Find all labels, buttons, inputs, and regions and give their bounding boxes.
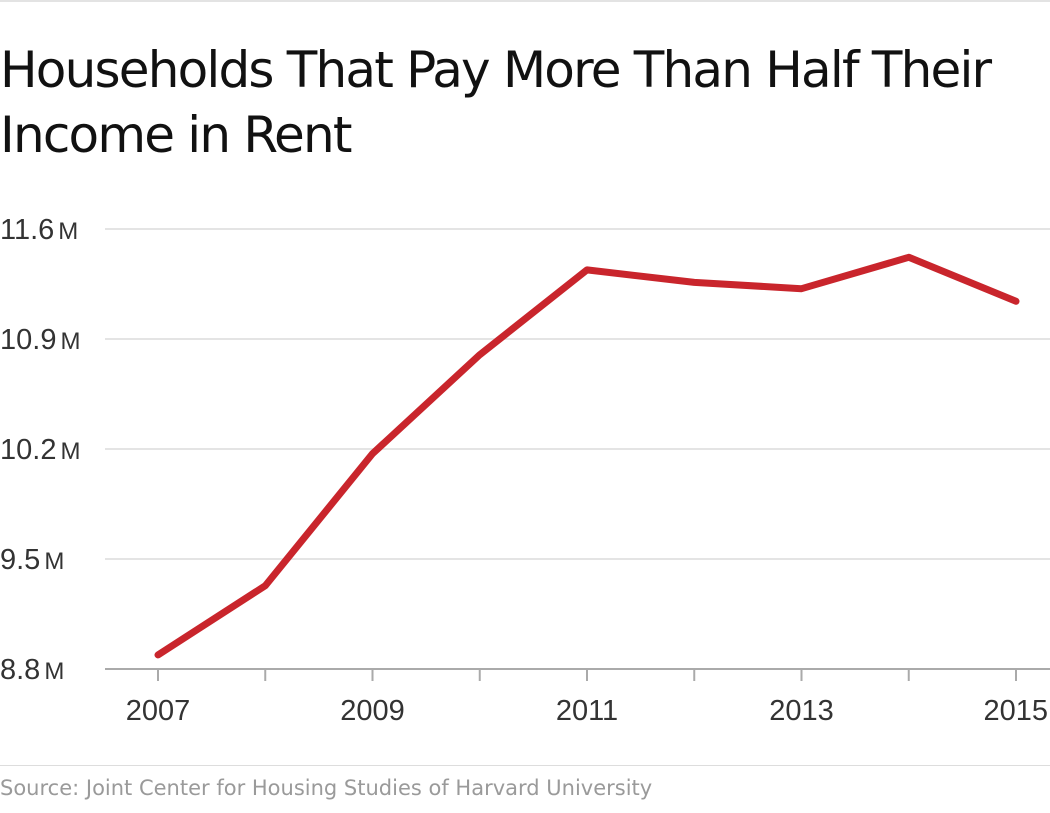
y-tick-label: 10.9 M	[0, 324, 80, 356]
y-tick-unit: M	[60, 438, 80, 465]
x-tick-label: 2007	[126, 695, 191, 727]
x-tick-label: 2013	[769, 695, 834, 727]
y-axis-labels: 8.8 M9.5 M10.2 M10.9 M11.6 M	[0, 214, 80, 686]
y-tick-unit: M	[60, 328, 80, 355]
x-tick-label: 2009	[340, 695, 405, 727]
y-tick-value: 9.5	[0, 544, 40, 576]
y-tick-value: 10.2	[0, 434, 56, 466]
y-tick-unit: M	[44, 548, 64, 575]
y-tick-unit: M	[58, 218, 78, 245]
y-tick-value: 10.9	[0, 324, 56, 356]
series-layer	[154, 253, 1020, 659]
top-rule	[0, 0, 1050, 2]
y-tick-value: 8.8	[0, 654, 40, 686]
series-line	[154, 253, 1020, 659]
x-tick-label: 2015	[983, 695, 1048, 727]
source-note: Source: Joint Center for Housing Studies…	[0, 776, 653, 800]
chart-title: Households That Pay More Than Half Their…	[0, 41, 992, 164]
x-tick-label: 2011	[556, 695, 618, 727]
gridlines	[105, 228, 1050, 670]
y-tick-label: 11.6 M	[0, 214, 78, 246]
y-tick-label: 10.2 M	[0, 434, 80, 466]
x-axis-labels: 2007 2009 2011 2013 2015	[126, 695, 1048, 727]
x-axis-ticks	[157, 669, 1017, 681]
footer-rule	[0, 765, 1050, 766]
y-tick-unit: M	[44, 658, 64, 685]
y-tick-label: 9.5 M	[0, 544, 64, 576]
y-tick-label: 8.8 M	[0, 654, 64, 686]
y-tick-value: 11.6	[0, 214, 54, 246]
